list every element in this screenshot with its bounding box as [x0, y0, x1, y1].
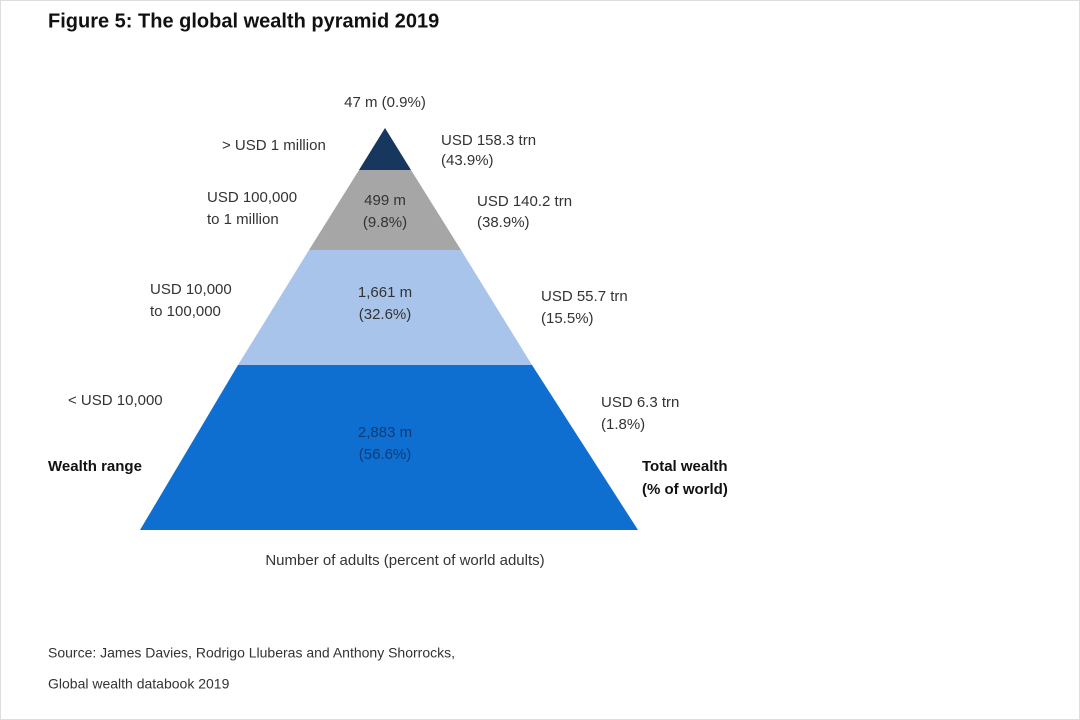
- wealth-label: USD 158.3 trn: [441, 132, 536, 149]
- range-label: to 100,000: [150, 303, 221, 320]
- source: Global wealth databook 2019: [48, 676, 230, 692]
- range-label: to 1 million: [207, 211, 279, 228]
- tier-3: [238, 250, 532, 365]
- right-heading: (% of world): [642, 481, 728, 498]
- adults-label: 47 m (0.9%): [344, 94, 426, 111]
- adults-label: (56.6%): [359, 446, 412, 463]
- wealth-label: (43.9%): [441, 152, 494, 169]
- adults-label: 2,883 m: [358, 424, 412, 441]
- wealth-label: USD 55.7 trn: [541, 288, 628, 305]
- wealth-label: USD 6.3 trn: [601, 394, 679, 411]
- wealth-label: USD 140.2 trn: [477, 193, 572, 210]
- adults-label: (9.8%): [363, 214, 407, 231]
- wealth-label: (15.5%): [541, 310, 594, 327]
- tier-2: [309, 170, 461, 250]
- range-label: USD 100,000: [207, 189, 297, 206]
- wealth-label: (38.9%): [477, 214, 530, 231]
- range-label: > USD 1 million: [222, 137, 326, 154]
- tier-top: [359, 128, 411, 170]
- tier-base: [140, 365, 638, 530]
- range-label: USD 10,000: [150, 281, 232, 298]
- right-heading: Total wealth: [642, 458, 728, 475]
- title: Figure 5: The global wealth pyramid 2019: [48, 10, 439, 32]
- left-heading: Wealth range: [48, 458, 142, 475]
- wealth-label: (1.8%): [601, 416, 645, 433]
- adults-label: 1,661 m: [358, 284, 412, 301]
- adults-label: (32.6%): [359, 306, 412, 323]
- bottom-label: Number of adults (percent of world adult…: [265, 552, 544, 569]
- source: Source: James Davies, Rodrigo Lluberas a…: [48, 645, 455, 661]
- range-label: < USD 10,000: [68, 392, 163, 409]
- adults-label: 499 m: [364, 192, 406, 209]
